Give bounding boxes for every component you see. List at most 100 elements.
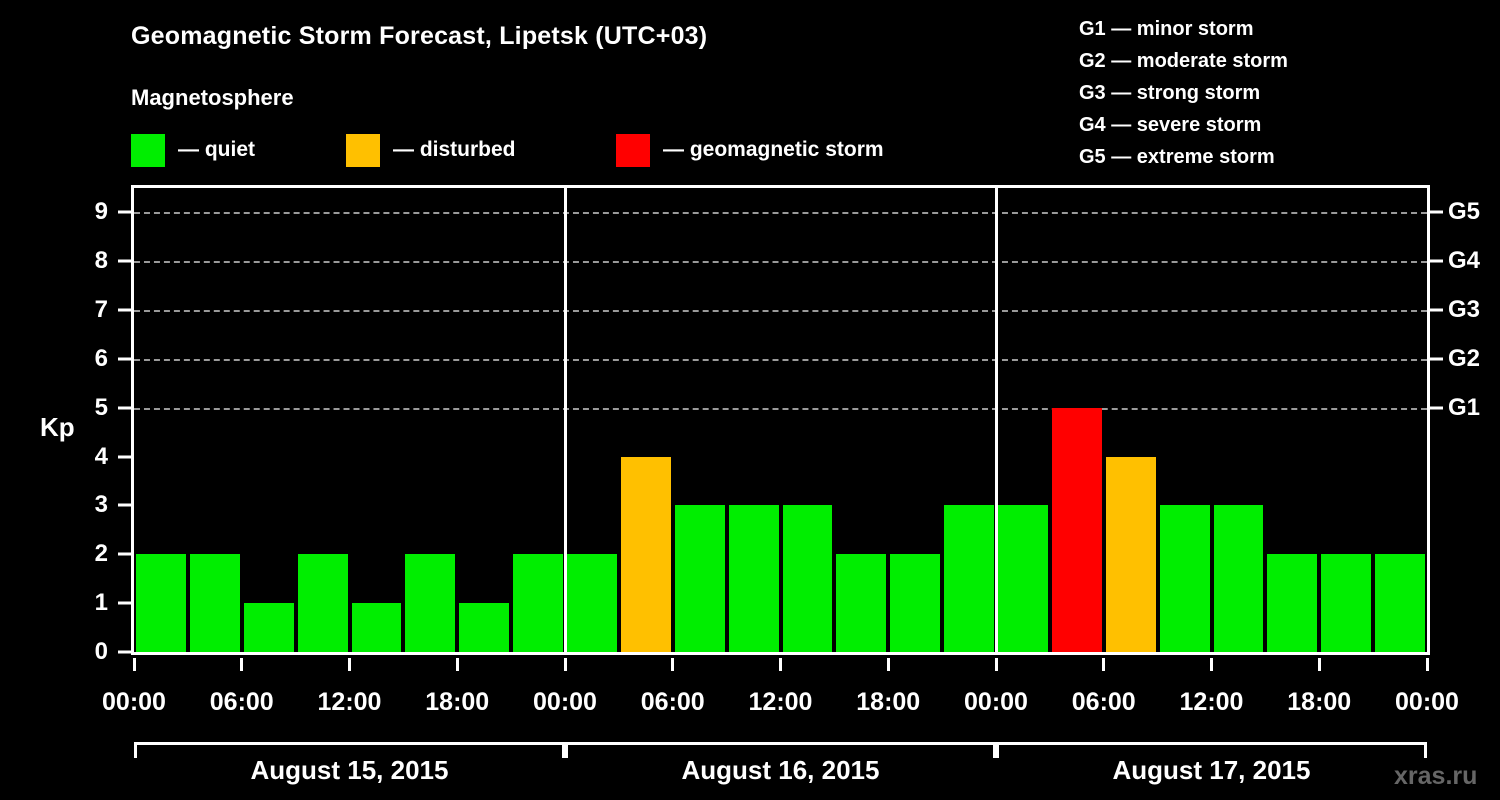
- x-tick-mark-0: [132, 658, 136, 671]
- y-tick-mark-7: [118, 308, 131, 312]
- bar-kp: [136, 554, 186, 652]
- bar-kp: [513, 554, 563, 652]
- x-tick-mark-3: [455, 658, 459, 671]
- day-divider-2: [994, 188, 998, 652]
- y-tick-mark-8: [118, 259, 131, 263]
- g-tick-mark-G5: [1430, 210, 1443, 214]
- y-tick-label-9: 9: [94, 198, 108, 226]
- x-tick-mark-11: [1317, 658, 1321, 671]
- x-tick-label-10: 12:00: [1179, 688, 1244, 716]
- legend-entry-geomagnetic-storm: — geomagnetic storm: [616, 132, 884, 168]
- legend-swatch-disturbed: [346, 133, 380, 167]
- x-tick-mark-12: [1425, 658, 1429, 671]
- y-tick-label-0: 0: [94, 638, 108, 665]
- storm-scale-item-3: G3 — strong storm: [1079, 82, 1261, 104]
- g-tick-mark-G2: [1430, 357, 1443, 361]
- gridline-kp-8: [134, 261, 1427, 264]
- bar-kp: [243, 603, 294, 652]
- storm-scale-item-5: G5 — extreme storm: [1079, 146, 1275, 168]
- bar-kp: [459, 603, 510, 652]
- legend-entry-disturbed: — disturbed: [346, 132, 516, 168]
- g-tick-label-G3: G3: [1448, 296, 1481, 324]
- x-tick-label-9: 06:00: [1071, 688, 1136, 716]
- x-tick-label-3: 18:00: [425, 688, 490, 716]
- bar-kp: [1105, 456, 1156, 652]
- storm-scale-item-1: G1 — minor storm: [1079, 18, 1254, 40]
- y-axis-label: Kp: [40, 412, 75, 442]
- x-tick-mark-2: [348, 658, 351, 671]
- y-tick-label-6: 6: [94, 344, 108, 372]
- g-tick-mark-G1: [1430, 406, 1443, 410]
- date-bracket-3: [996, 742, 1427, 758]
- x-tick-mark-8: [994, 658, 998, 671]
- x-tick-label-0: 00:00: [102, 688, 166, 716]
- gridline-kp-5: [134, 407, 1427, 410]
- x-tick-mark-5: [671, 658, 675, 671]
- x-tick-label-8: 00:00: [964, 688, 1028, 716]
- bar-kp: [1213, 505, 1264, 652]
- bar-kp: [351, 603, 402, 652]
- x-tick-mark-4: [563, 658, 567, 671]
- x-tick-label-2: 12:00: [317, 688, 382, 716]
- y-tick-mark-5: [118, 406, 131, 410]
- bar-kp: [1321, 554, 1372, 652]
- y-tick-label-1: 1: [94, 589, 108, 617]
- bar-kp: [1375, 554, 1425, 652]
- y-tick-mark-4: [118, 455, 131, 459]
- y-tick-label-2: 2: [94, 540, 108, 568]
- bar-kp: [1051, 407, 1102, 652]
- x-tick-mark-9: [1102, 658, 1106, 671]
- x-tick-mark-10: [1210, 658, 1213, 671]
- bar-kp: [620, 456, 671, 652]
- y-tick-label-8: 8: [94, 247, 108, 275]
- x-tick-label-6: 12:00: [748, 688, 813, 716]
- day-divider-1: [563, 188, 567, 652]
- gridline-kp-6: [134, 358, 1427, 361]
- bar-kp: [944, 505, 994, 652]
- bar-kp: [405, 554, 456, 652]
- y-tick-mark-6: [118, 357, 131, 361]
- legend-entry-quiet: — quiet: [131, 132, 255, 168]
- legend-label-disturbed: — disturbed: [393, 138, 516, 161]
- bar-kp: [1159, 505, 1210, 652]
- x-tick-label-4: 00:00: [533, 688, 597, 716]
- y-tick-label-4: 4: [94, 442, 108, 470]
- legend-label-geomagnetic-storm: — geomagnetic storm: [663, 138, 884, 161]
- bar-kp: [297, 554, 348, 652]
- g-tick-mark-G4: [1430, 259, 1443, 263]
- date-label-2: August 16, 2015: [681, 755, 880, 785]
- watermark: xras.ru: [1394, 762, 1478, 790]
- x-tick-label-7: 18:00: [856, 688, 921, 716]
- page-title: Geomagnetic Storm Forecast, Lipetsk (UTC…: [131, 22, 708, 50]
- gridline-kp-9: [134, 212, 1427, 215]
- bar-kp: [782, 505, 833, 652]
- magnetosphere-section-label: Magnetosphere: [131, 85, 294, 110]
- g-tick-label-G4: G4: [1448, 247, 1481, 275]
- bar-kp: [998, 505, 1048, 652]
- y-tick-mark-0: [118, 650, 131, 654]
- y-tick-mark-3: [118, 503, 131, 507]
- date-bracket-2: [565, 742, 996, 758]
- date-label-3: August 17, 2015: [1112, 755, 1311, 785]
- x-tick-mark-7: [886, 658, 890, 671]
- bars-layer: [134, 188, 1427, 652]
- storm-scale-item-2: G2 — moderate storm: [1079, 50, 1288, 72]
- x-tick-label-11: 18:00: [1287, 688, 1352, 716]
- date-bracket-1: [134, 742, 565, 758]
- y-tick-mark-1: [118, 601, 131, 605]
- y-tick-label-3: 3: [94, 491, 108, 519]
- plot-area: [131, 185, 1430, 655]
- x-tick-label-1: 06:00: [209, 688, 274, 716]
- y-tick-label-5: 5: [94, 393, 108, 421]
- x-tick-mark-1: [240, 658, 244, 671]
- legend-swatch-geomagnetic-storm: [616, 133, 650, 167]
- bar-kp: [189, 554, 240, 652]
- storm-scale-item-4: G4 — severe storm: [1079, 114, 1262, 136]
- x-tick-label-5: 06:00: [640, 688, 705, 716]
- date-label-1: August 15, 2015: [250, 755, 449, 785]
- g-tick-label-G5: G5: [1448, 198, 1481, 226]
- x-tick-mark-6: [779, 658, 782, 671]
- g-tick-mark-G3: [1430, 308, 1443, 312]
- g-tick-label-G2: G2: [1448, 344, 1481, 372]
- y-tick-mark-2: [118, 552, 131, 556]
